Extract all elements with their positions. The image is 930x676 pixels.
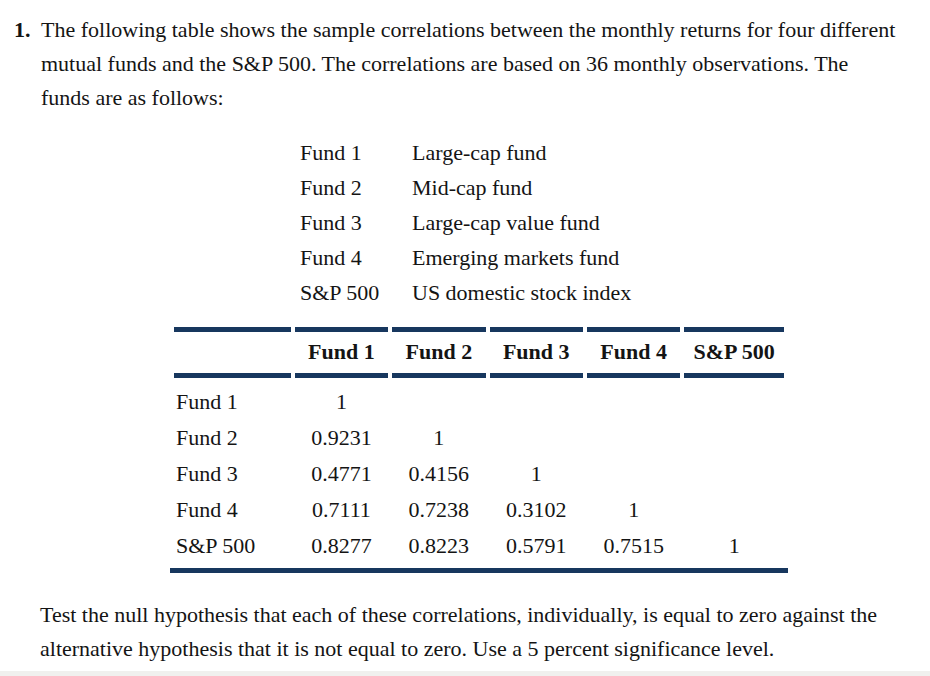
fund-description: US domestic stock index	[412, 275, 930, 310]
table-cell: 0.7515	[587, 528, 680, 568]
fund-term: Fund 3	[300, 205, 412, 240]
correlation-table: Fund 1 Fund 2 Fund 3 Fund 4 S&P 500 Fund…	[170, 327, 788, 573]
fund-term: Fund 4	[300, 240, 412, 275]
table-cell: 1	[684, 528, 784, 568]
table-cell	[684, 378, 784, 420]
table-cell	[684, 456, 784, 492]
fund-term: Fund 2	[300, 170, 412, 205]
row-label-fund4: Fund 4	[174, 492, 291, 528]
table-cell: 0.8277	[295, 528, 388, 568]
problem-intro-paragraph: The following table shows the sample cor…	[41, 13, 899, 115]
table-header-empty	[174, 327, 291, 378]
page-bottom-divider	[0, 671, 930, 676]
table-header-fund1: Fund 1	[295, 327, 388, 378]
table-header-sp500: S&P 500	[684, 327, 784, 378]
table-cell: 0.7238	[392, 492, 485, 528]
table-cell: 0.8223	[392, 528, 485, 568]
table-cell: 0.7111	[295, 492, 388, 528]
table-cell: 1	[392, 420, 485, 456]
table-cell: 0.4771	[295, 456, 388, 492]
table-cell: 1	[587, 492, 680, 528]
fund-description: Emerging markets fund	[412, 240, 930, 275]
table-row: Fund 1 1	[174, 378, 784, 420]
table-cell	[587, 378, 680, 420]
table-cell: 0.5791	[490, 528, 583, 568]
fund-description: Large-cap value fund	[412, 205, 930, 240]
correlation-table-body: Fund 1 1 Fund 2 0.9231 1 Fund 3 0.4771 0…	[174, 378, 784, 568]
table-cell	[490, 378, 583, 420]
table-header-fund2: Fund 2	[392, 327, 485, 378]
fund-description: Large-cap fund	[412, 135, 930, 170]
table-header-row: Fund 1 Fund 2 Fund 3 Fund 4 S&P 500	[174, 327, 784, 378]
table-row: Fund 4 0.7111 0.7238 0.3102 1	[174, 492, 784, 528]
row-label-fund2: Fund 2	[174, 420, 291, 456]
fund-term: S&P 500	[300, 275, 412, 310]
table-cell	[684, 492, 784, 528]
row-label-fund3: Fund 3	[174, 456, 291, 492]
table-cell	[587, 456, 680, 492]
table-row: Fund 2 0.9231 1	[174, 420, 784, 456]
table-cell	[587, 420, 680, 456]
table-cell: 1	[490, 456, 583, 492]
table-cell	[684, 420, 784, 456]
correlation-table-container: Fund 1 Fund 2 Fund 3 Fund 4 S&P 500 Fund…	[170, 327, 788, 573]
table-header-fund3: Fund 3	[490, 327, 583, 378]
fund-term: Fund 1	[300, 135, 412, 170]
table-cell: 0.9231	[295, 420, 388, 456]
problem-statement: 1. The following table shows the sample …	[0, 13, 930, 115]
correlation-table-header: Fund 1 Fund 2 Fund 3 Fund 4 S&P 500	[174, 327, 784, 378]
table-row: S&P 500 0.8277 0.8223 0.5791 0.7515 1	[174, 528, 784, 568]
table-cell: 0.4156	[392, 456, 485, 492]
fund-description: Mid-cap fund	[412, 170, 930, 205]
problem-number: 1.	[14, 13, 41, 115]
row-label-fund1: Fund 1	[174, 378, 291, 420]
problem-closing-paragraph: Test the null hypothesis that each of th…	[40, 598, 902, 666]
table-cell	[392, 378, 485, 420]
table-cell	[490, 420, 583, 456]
table-header-fund4: Fund 4	[587, 327, 680, 378]
table-row: Fund 3 0.4771 0.4156 1	[174, 456, 784, 492]
table-cell: 1	[295, 378, 388, 420]
table-cell: 0.3102	[490, 492, 583, 528]
row-label-sp500: S&P 500	[174, 528, 291, 568]
fund-definition-list: Fund 1 Large-cap fund Fund 2 Mid-cap fun…	[300, 135, 930, 310]
